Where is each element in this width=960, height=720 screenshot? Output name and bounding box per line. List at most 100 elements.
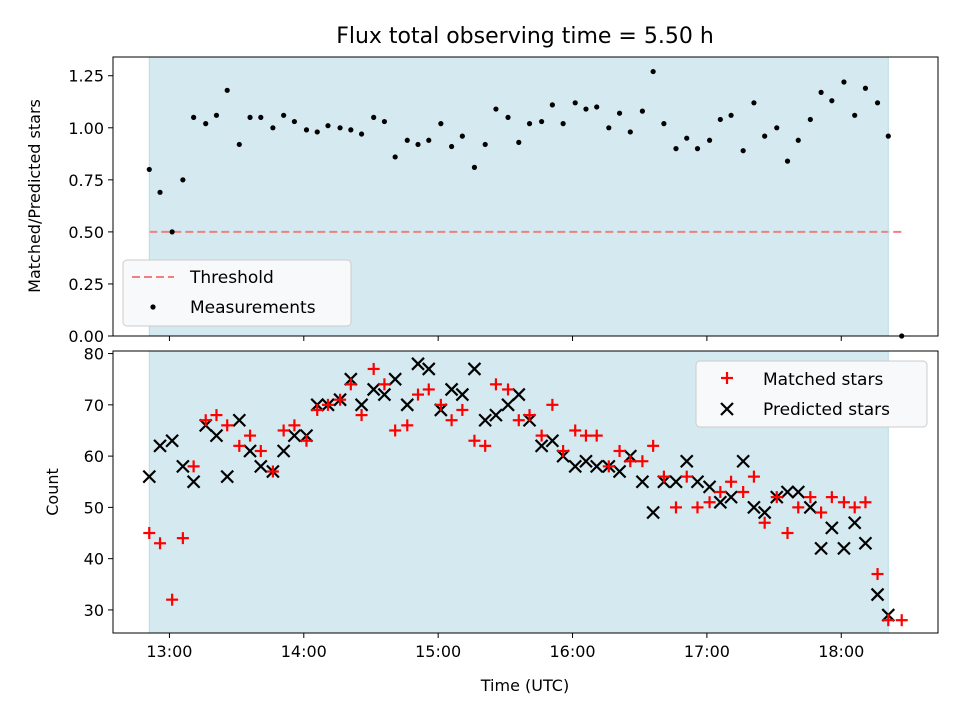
predicted-stars-marker <box>354 398 369 412</box>
predicted-stroke <box>646 505 660 520</box>
matched-stars-marker <box>602 460 615 473</box>
x-tick-label: 17:00 <box>684 642 730 661</box>
matched-stars-marker <box>166 593 179 606</box>
predicted-stroke <box>847 515 862 530</box>
measurement-point <box>852 112 858 118</box>
predicted-stroke <box>837 541 851 556</box>
predicted-stroke <box>814 541 828 556</box>
predicted-stars-marker <box>646 505 660 520</box>
predicted-stars-marker <box>411 357 425 371</box>
measurement-point <box>191 114 197 120</box>
predicted-stroke <box>724 490 738 504</box>
bottom-ylabel: Count <box>43 468 62 516</box>
matched-stars-marker <box>590 429 603 442</box>
matched-stars-marker <box>479 439 492 452</box>
x-tick-label: 18:00 <box>818 642 864 661</box>
predicted-stars-marker <box>153 439 167 453</box>
measurement-point <box>717 116 723 123</box>
matched-stars-marker <box>401 419 414 432</box>
y-tick-label: 0.25 <box>68 275 104 294</box>
y-tick-label: 40 <box>84 550 104 569</box>
measurement-point <box>774 125 780 131</box>
predicted-stroke <box>232 413 247 427</box>
predicted-stars-marker <box>702 480 717 494</box>
x-tick-label: 16:00 <box>549 642 595 661</box>
predicted-stars-marker <box>489 408 503 422</box>
matched-stars-marker <box>895 614 908 627</box>
matched-stars-marker <box>882 614 895 627</box>
measurement-point <box>594 104 600 110</box>
matched-stars-marker <box>781 527 794 540</box>
predicted-stroke <box>478 413 492 427</box>
matched-stars-marker <box>210 409 223 422</box>
measurement-point <box>673 146 679 152</box>
matched-stars-marker <box>288 419 301 432</box>
predicted-stars-marker <box>512 387 526 402</box>
predicted-stars-marker <box>455 387 470 402</box>
matched-stars-marker <box>747 470 760 483</box>
predicted-stroke <box>444 382 459 397</box>
predicted-stroke <box>825 521 839 535</box>
predicted-stars-marker <box>635 474 650 489</box>
predicted-stars-marker <box>501 398 515 412</box>
predicted-stroke <box>186 474 201 489</box>
measurement-point <box>348 127 354 133</box>
measurement-point <box>795 137 801 143</box>
matched-stars-marker <box>187 460 200 473</box>
predicted-stars-marker <box>803 500 818 515</box>
predicted-stars-marker <box>589 459 604 474</box>
predicted-stars-marker <box>220 469 234 484</box>
matched-stars-marker <box>523 409 536 422</box>
top-plot-frame <box>112 56 939 337</box>
predicted-stars-marker <box>421 362 436 376</box>
predicted-stroke <box>287 428 302 443</box>
matched-stars-marker <box>657 470 670 483</box>
predicted-stroke <box>702 480 717 494</box>
measurement-point <box>684 135 690 141</box>
measurement-point <box>169 229 175 235</box>
predicted-stroke <box>858 536 873 551</box>
predicted-stars-marker <box>254 459 268 474</box>
measurement-point <box>482 141 488 148</box>
x-tick-label: 13:00 <box>146 642 192 661</box>
predicted-stars-marker <box>176 459 190 474</box>
predicted-stars-marker <box>165 433 179 448</box>
predicted-stars-marker <box>814 541 828 556</box>
predicted-stars-marker <box>444 382 459 397</box>
matched-stars-marker <box>725 475 738 488</box>
y-tick-label: 1.00 <box>68 119 104 138</box>
x-tick-label: 14:00 <box>281 642 327 661</box>
matched-stars-marker <box>154 537 167 550</box>
measurement-point <box>807 116 813 123</box>
legend-matched-swatch <box>721 372 733 384</box>
predicted-stroke <box>612 464 627 479</box>
matched-stars-marker <box>703 496 716 509</box>
bottom-plot-frame <box>112 350 939 634</box>
measurement-point <box>862 85 869 91</box>
matched-stars-marker <box>691 501 704 514</box>
matched-stars-marker <box>266 465 279 478</box>
measurement-point <box>325 123 331 129</box>
measurement-point <box>146 166 152 173</box>
matched-stars-marker <box>378 378 391 391</box>
predicted-stars-marker <box>366 382 381 397</box>
measurement-point <box>459 133 465 139</box>
measurement-point <box>616 110 623 116</box>
predicted-stars-marker <box>858 536 873 551</box>
predicted-stroke <box>690 474 705 489</box>
matched-stars-marker <box>456 403 469 416</box>
matched-stars-marker <box>557 444 570 457</box>
matched-stars-marker <box>412 388 425 401</box>
measurement-point <box>784 158 791 164</box>
predicted-stroke <box>713 495 728 510</box>
top-legend: Threshold Measurements <box>122 259 352 327</box>
bottom-panel: 30 40 50 60 70 80 13:00 14:00 15:00 16:00 17:00 18… <box>43 345 939 695</box>
predicted-stars-marker <box>757 505 772 520</box>
matched-stars-marker <box>321 398 334 411</box>
predicted-stars-marker <box>736 454 750 469</box>
matched-stars-marker <box>311 403 324 416</box>
predicted-stars-marker <box>669 474 683 489</box>
predicted-stroke <box>176 459 190 474</box>
measurement-point <box>157 189 163 195</box>
